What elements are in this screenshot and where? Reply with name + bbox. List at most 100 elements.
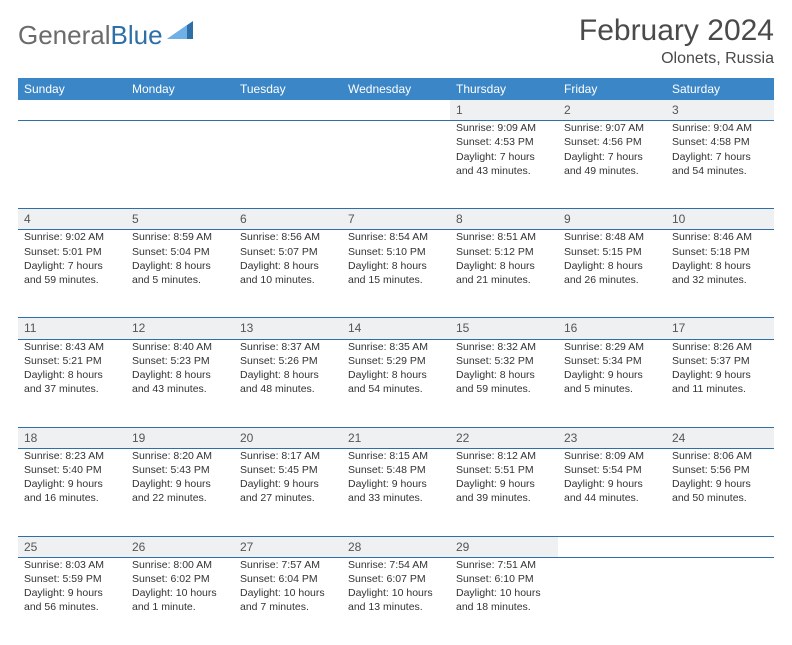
day-sunset: Sunset: 6:02 PM [132, 572, 228, 586]
day-sunrise: Sunrise: 7:54 AM [348, 558, 444, 572]
day-content-cell: Sunrise: 8:06 AMSunset: 5:56 PMDaylight:… [666, 448, 774, 536]
day-sunset: Sunset: 5:59 PM [24, 572, 120, 586]
day-sunset: Sunset: 5:10 PM [348, 245, 444, 259]
day-number-row: 45678910 [18, 209, 774, 230]
day-content-cell: Sunrise: 8:51 AMSunset: 5:12 PMDaylight:… [450, 230, 558, 318]
day-sunrise: Sunrise: 8:37 AM [240, 340, 336, 354]
day-content-cell: Sunrise: 9:09 AMSunset: 4:53 PMDaylight:… [450, 121, 558, 209]
day-number-cell: 28 [342, 536, 450, 557]
day-number-cell: 5 [126, 209, 234, 230]
day-content-cell: Sunrise: 8:40 AMSunset: 5:23 PMDaylight:… [126, 339, 234, 427]
day-sunset: Sunset: 5:48 PM [348, 463, 444, 477]
day-day2: and 59 minutes. [456, 382, 552, 396]
day-sunrise: Sunrise: 8:32 AM [456, 340, 552, 354]
brand-logo: GeneralBlue [18, 20, 193, 51]
day-content-cell: Sunrise: 8:17 AMSunset: 5:45 PMDaylight:… [234, 448, 342, 536]
day-day2: and 18 minutes. [456, 600, 552, 614]
day-sunrise: Sunrise: 7:51 AM [456, 558, 552, 572]
day-day1: Daylight: 8 hours [456, 259, 552, 273]
day-sunrise: Sunrise: 8:48 AM [564, 230, 660, 244]
day-sunset: Sunset: 5:37 PM [672, 354, 768, 368]
day-day1: Daylight: 8 hours [672, 259, 768, 273]
day-day2: and 49 minutes. [564, 164, 660, 178]
day-content-cell: Sunrise: 8:46 AMSunset: 5:18 PMDaylight:… [666, 230, 774, 318]
day-day1: Daylight: 8 hours [24, 368, 120, 382]
day-sunrise: Sunrise: 8:35 AM [348, 340, 444, 354]
day-content-row: Sunrise: 8:43 AMSunset: 5:21 PMDaylight:… [18, 339, 774, 427]
day-content-cell: Sunrise: 9:04 AMSunset: 4:58 PMDaylight:… [666, 121, 774, 209]
day-day2: and 10 minutes. [240, 273, 336, 287]
day-content-cell: Sunrise: 8:12 AMSunset: 5:51 PMDaylight:… [450, 448, 558, 536]
day-day1: Daylight: 8 hours [132, 259, 228, 273]
day-day2: and 1 minute. [132, 600, 228, 614]
day-day2: and 26 minutes. [564, 273, 660, 287]
weekday-header: Wednesday [342, 78, 450, 100]
day-day2: and 16 minutes. [24, 491, 120, 505]
day-day1: Daylight: 8 hours [132, 368, 228, 382]
weekday-header: Thursday [450, 78, 558, 100]
day-sunset: Sunset: 5:34 PM [564, 354, 660, 368]
day-number-cell [558, 536, 666, 557]
day-sunset: Sunset: 6:04 PM [240, 572, 336, 586]
day-day2: and 5 minutes. [132, 273, 228, 287]
day-number-cell: 14 [342, 318, 450, 339]
day-content-cell: Sunrise: 8:43 AMSunset: 5:21 PMDaylight:… [18, 339, 126, 427]
month-title: February 2024 [579, 14, 774, 48]
day-sunset: Sunset: 5:45 PM [240, 463, 336, 477]
title-block: February 2024 Olonets, Russia [579, 14, 774, 68]
day-content-cell: Sunrise: 8:56 AMSunset: 5:07 PMDaylight:… [234, 230, 342, 318]
day-number-cell: 25 [18, 536, 126, 557]
day-day1: Daylight: 8 hours [240, 368, 336, 382]
day-sunset: Sunset: 4:53 PM [456, 135, 552, 149]
day-day2: and 43 minutes. [456, 164, 552, 178]
day-sunrise: Sunrise: 8:09 AM [564, 449, 660, 463]
day-content-cell: Sunrise: 8:00 AMSunset: 6:02 PMDaylight:… [126, 557, 234, 645]
day-content-cell: Sunrise: 7:51 AMSunset: 6:10 PMDaylight:… [450, 557, 558, 645]
day-number-cell: 19 [126, 427, 234, 448]
day-sunset: Sunset: 5:40 PM [24, 463, 120, 477]
day-sunset: Sunset: 5:04 PM [132, 245, 228, 259]
day-day2: and 44 minutes. [564, 491, 660, 505]
day-content-cell: Sunrise: 8:32 AMSunset: 5:32 PMDaylight:… [450, 339, 558, 427]
day-sunrise: Sunrise: 8:06 AM [672, 449, 768, 463]
day-day2: and 56 minutes. [24, 600, 120, 614]
day-content-cell [126, 121, 234, 209]
day-content-cell: Sunrise: 8:48 AMSunset: 5:15 PMDaylight:… [558, 230, 666, 318]
day-day2: and 37 minutes. [24, 382, 120, 396]
day-day1: Daylight: 9 hours [348, 477, 444, 491]
day-sunset: Sunset: 5:54 PM [564, 463, 660, 477]
day-number-cell: 20 [234, 427, 342, 448]
day-number-cell: 26 [126, 536, 234, 557]
day-sunset: Sunset: 5:32 PM [456, 354, 552, 368]
day-number-cell: 16 [558, 318, 666, 339]
day-sunrise: Sunrise: 8:26 AM [672, 340, 768, 354]
day-day1: Daylight: 8 hours [348, 259, 444, 273]
day-sunrise: Sunrise: 8:23 AM [24, 449, 120, 463]
day-day1: Daylight: 9 hours [564, 477, 660, 491]
day-number-cell [126, 100, 234, 121]
day-content-cell: Sunrise: 9:02 AMSunset: 5:01 PMDaylight:… [18, 230, 126, 318]
day-day1: Daylight: 10 hours [132, 586, 228, 600]
day-content-cell: Sunrise: 8:09 AMSunset: 5:54 PMDaylight:… [558, 448, 666, 536]
day-number-cell: 18 [18, 427, 126, 448]
day-day1: Daylight: 9 hours [456, 477, 552, 491]
day-sunrise: Sunrise: 9:09 AM [456, 121, 552, 135]
weekday-header: Monday [126, 78, 234, 100]
day-sunrise: Sunrise: 7:57 AM [240, 558, 336, 572]
day-number-cell [666, 536, 774, 557]
day-day2: and 50 minutes. [672, 491, 768, 505]
day-content-cell: Sunrise: 8:59 AMSunset: 5:04 PMDaylight:… [126, 230, 234, 318]
day-sunrise: Sunrise: 8:00 AM [132, 558, 228, 572]
day-day1: Daylight: 8 hours [456, 368, 552, 382]
day-day1: Daylight: 7 hours [564, 150, 660, 164]
day-day2: and 32 minutes. [672, 273, 768, 287]
location-label: Olonets, Russia [579, 50, 774, 68]
day-sunrise: Sunrise: 8:12 AM [456, 449, 552, 463]
day-sunset: Sunset: 6:07 PM [348, 572, 444, 586]
day-day1: Daylight: 8 hours [564, 259, 660, 273]
weekday-header-row: SundayMondayTuesdayWednesdayThursdayFrid… [18, 78, 774, 100]
day-day2: and 5 minutes. [564, 382, 660, 396]
day-sunset: Sunset: 5:01 PM [24, 245, 120, 259]
brand-triangle-icon [167, 21, 193, 42]
day-number-row: 2526272829 [18, 536, 774, 557]
